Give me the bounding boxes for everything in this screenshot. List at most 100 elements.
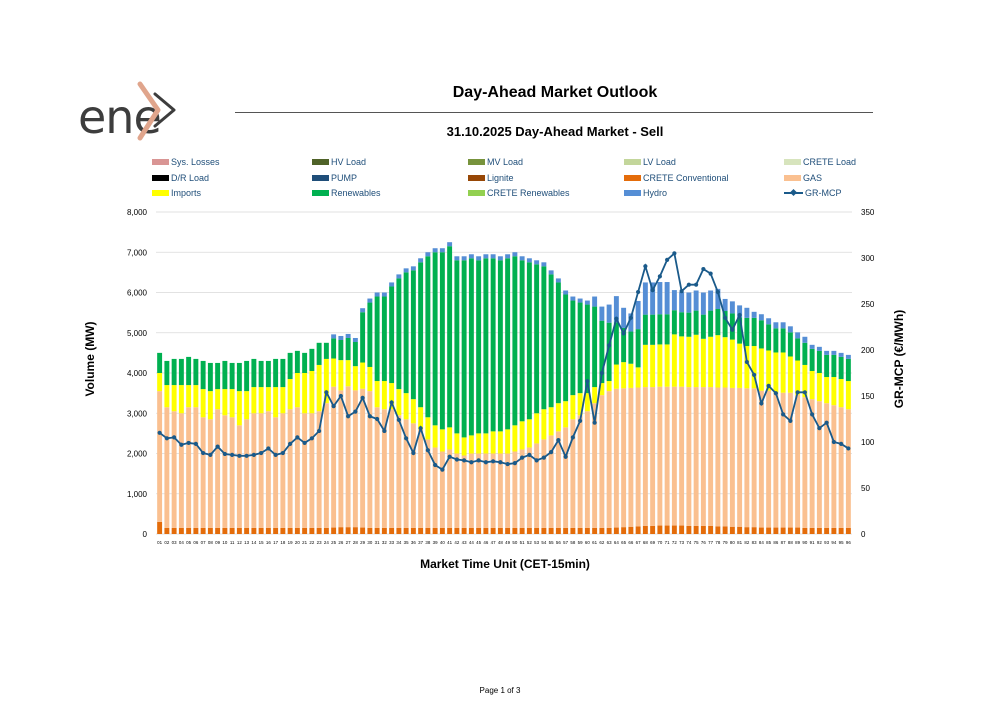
x-tick-label: 55 [549, 540, 554, 545]
x-axis-label: Market Time Unit (CET-15min) [420, 557, 590, 571]
bar-imports [824, 377, 830, 404]
bar-hydro [476, 256, 482, 261]
bar-renewables [287, 352, 293, 380]
bar-renewables [157, 352, 163, 373]
gr-mcp-point [839, 441, 844, 446]
y-tick-label: 3,000 [127, 409, 148, 418]
x-tick-label: 15 [259, 540, 264, 545]
legend-label: Renewables [331, 188, 381, 198]
bar-crete_conventional [236, 527, 242, 534]
x-tick-label: 20 [295, 540, 300, 545]
x-tick-label: 01 [157, 540, 162, 545]
bar-crete_conventional [323, 527, 329, 534]
gr-mcp-point [650, 288, 655, 293]
x-tick-label: 56 [556, 540, 561, 545]
bar-hydro [526, 258, 532, 263]
bar-gas [737, 387, 743, 527]
bar-renewables [273, 358, 279, 388]
bar-crete_conventional [360, 527, 366, 534]
bar-renewables [468, 258, 474, 436]
bar-imports [178, 385, 184, 414]
gr-mcp-point [549, 450, 554, 455]
legend-swatch [152, 159, 169, 165]
bar-hydro [410, 266, 416, 271]
bar-crete_conventional [780, 527, 786, 534]
x-tick-label: 37 [418, 540, 423, 545]
bar-crete_conventional [635, 526, 641, 534]
x-tick-label: 29 [360, 540, 365, 545]
bar-gas [679, 386, 685, 526]
bar-gas [207, 419, 213, 528]
x-tick-label: 36 [411, 540, 416, 545]
gr-mcp-point [273, 452, 278, 457]
bar-renewables [845, 358, 851, 382]
legend-label: CRETE Renewables [487, 188, 570, 198]
bar-gas [751, 388, 757, 528]
bar-gas [534, 443, 540, 528]
y2-tick-label: 100 [861, 438, 875, 447]
y2-axis-label: GR-MCP (€/MWh) [892, 309, 906, 409]
bar-renewables [592, 306, 598, 388]
bar-imports [316, 364, 322, 412]
gr-mcp-point [164, 436, 169, 441]
bar-renewables [577, 302, 583, 394]
bar-hydro [744, 307, 750, 318]
bar-hydro [816, 346, 822, 351]
bar-gas [715, 387, 721, 527]
legend-item-lignite: Lignite [468, 173, 514, 183]
bar-crete_conventional [555, 527, 561, 534]
bar-crete_conventional [787, 527, 793, 534]
bar-hydro [751, 311, 757, 318]
x-tick-label: 41 [447, 540, 452, 545]
bar-gas [410, 423, 416, 528]
bar-crete_conventional [729, 526, 735, 534]
legend-label: CRETE Load [803, 157, 857, 167]
bar-imports [236, 391, 242, 426]
bar-renewables [454, 260, 460, 434]
bar-hydro [367, 298, 373, 303]
bar-renewables [824, 354, 830, 378]
gr-mcp-point [382, 428, 387, 434]
gr-mcp-point [679, 289, 684, 294]
bar-gas [599, 395, 605, 528]
bar-hydro [497, 256, 503, 261]
gr-mcp-point [476, 458, 481, 463]
x-tick-label: 84 [759, 540, 764, 545]
bar-gas [215, 409, 221, 528]
bar-renewables [439, 252, 445, 430]
bar-hydro [838, 352, 844, 357]
bar-gas [824, 403, 830, 528]
bar-gas [381, 409, 387, 528]
gr-mcp-point [433, 462, 438, 468]
gr-mcp-point [215, 444, 220, 449]
bar-gas [519, 449, 525, 528]
bar-hydro [396, 274, 402, 279]
bar-gas [787, 392, 793, 528]
bar-gas [229, 417, 235, 528]
x-tick-label: 31 [375, 540, 380, 545]
gr-mcp-point [846, 446, 851, 451]
x-tick-label: 72 [672, 540, 677, 545]
x-tick-label: 79 [723, 540, 728, 545]
bar-renewables [686, 312, 692, 337]
gr-mcp-point [447, 454, 452, 459]
bar-imports [157, 373, 163, 392]
bar-hydro [795, 332, 801, 339]
gr-mcp-point [418, 426, 423, 431]
bar-crete_conventional [570, 527, 576, 534]
bar-crete_conventional [389, 527, 395, 534]
gr-mcp-point [396, 417, 401, 423]
x-tick-label: 16 [266, 540, 271, 545]
bar-crete_conventional [309, 527, 315, 534]
bar-crete_conventional [171, 527, 177, 534]
legend-swatch [784, 159, 801, 165]
x-tick-label: 25 [331, 540, 336, 545]
bar-crete_conventional [824, 527, 830, 534]
y2-tick-label: 300 [861, 254, 875, 263]
bar-crete_conventional [258, 527, 264, 534]
gr-mcp-point [360, 395, 365, 400]
gr-mcp-point [324, 390, 329, 395]
bar-imports [447, 427, 453, 450]
bar-renewables [671, 310, 677, 335]
bar-gas [671, 386, 677, 526]
